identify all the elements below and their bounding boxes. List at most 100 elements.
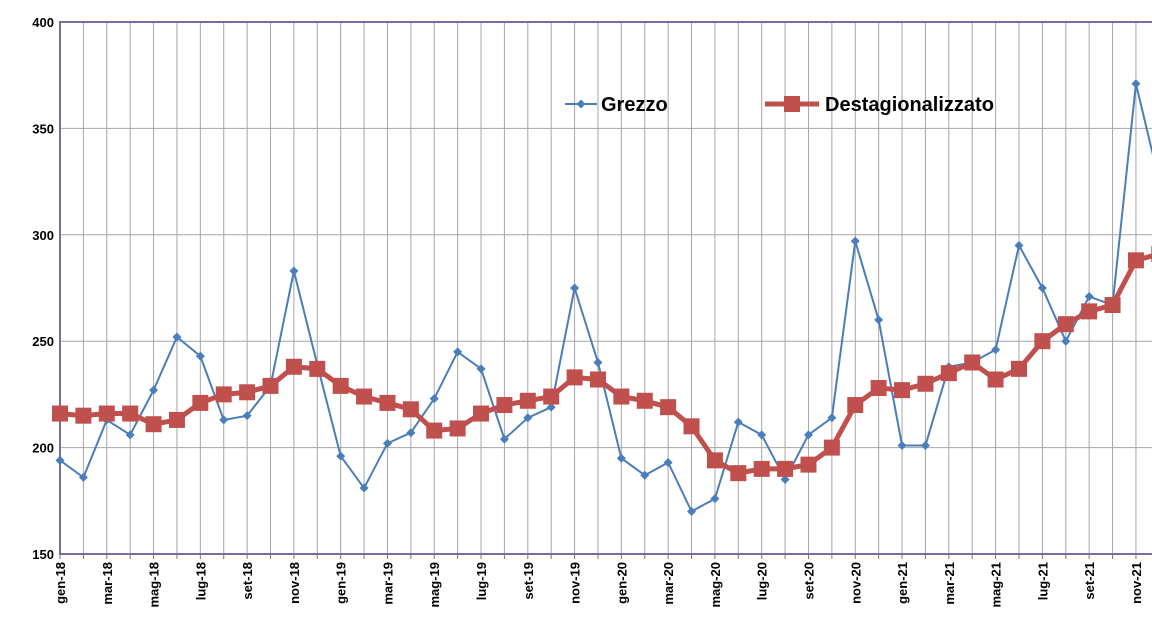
x-tick-label: gen-20 <box>614 562 629 604</box>
marker <box>589 371 606 388</box>
marker <box>496 397 513 414</box>
marker <box>359 483 369 493</box>
marker <box>827 413 837 423</box>
marker <box>499 434 509 444</box>
marker <box>897 440 907 450</box>
x-tick-label: nov-19 <box>568 562 583 604</box>
legend-label: Grezzo <box>601 94 668 116</box>
x-tick-label: mag-21 <box>989 562 1004 608</box>
legend-label: Destagionalizzato <box>825 94 994 116</box>
marker <box>570 283 580 293</box>
marker <box>523 413 533 423</box>
marker <box>192 394 209 411</box>
marker <box>757 430 767 440</box>
y-tick-label: 200 <box>32 441 54 456</box>
x-tick-label: lug-19 <box>474 562 489 600</box>
marker <box>78 472 88 482</box>
marker <box>847 397 864 414</box>
x-tick-label: lug-18 <box>193 562 208 600</box>
x-tick-label: nov-20 <box>848 562 863 604</box>
marker <box>800 456 817 473</box>
marker <box>1131 79 1141 89</box>
marker <box>706 452 723 469</box>
marker <box>850 236 860 246</box>
marker <box>402 401 419 418</box>
y-tick-label: 400 <box>32 15 54 30</box>
x-tick-label: nov-21 <box>1129 562 1144 604</box>
marker <box>149 385 159 395</box>
marker <box>215 386 232 403</box>
marker <box>1037 283 1047 293</box>
marker <box>683 418 700 435</box>
marker <box>660 399 677 416</box>
x-tick-label: mar-18 <box>100 562 115 605</box>
marker <box>52 405 68 422</box>
marker <box>473 405 490 422</box>
x-tick-label: lug-20 <box>755 562 770 600</box>
x-tick-label: mar-19 <box>380 562 395 605</box>
marker <box>543 388 560 405</box>
marker <box>753 460 770 477</box>
marker <box>546 402 556 412</box>
x-tick-label: set-21 <box>1082 562 1097 600</box>
marker <box>1084 292 1094 302</box>
x-tick-label: nov-18 <box>287 562 302 604</box>
marker <box>262 377 279 394</box>
x-tick-label: mar-20 <box>661 562 676 605</box>
marker <box>55 455 65 465</box>
marker <box>309 360 326 377</box>
marker <box>195 351 205 361</box>
marker <box>426 422 443 439</box>
marker <box>1010 360 1027 377</box>
x-tick-label: mag-20 <box>708 562 723 608</box>
legend-marker <box>576 99 586 109</box>
marker <box>75 407 92 424</box>
marker <box>823 439 840 456</box>
marker <box>1081 303 1098 320</box>
x-tick-label: gen-18 <box>53 562 68 604</box>
marker <box>803 430 813 440</box>
x-tick-label: gen-21 <box>895 562 910 604</box>
marker <box>219 415 229 425</box>
marker <box>1014 240 1024 250</box>
marker <box>239 384 256 401</box>
marker <box>336 451 346 461</box>
marker <box>356 388 373 405</box>
marker <box>780 475 790 485</box>
marker <box>777 460 794 477</box>
y-tick-label: 300 <box>32 228 54 243</box>
marker <box>874 315 884 325</box>
marker <box>566 369 583 386</box>
marker <box>687 506 697 516</box>
marker <box>870 380 887 397</box>
marker <box>242 411 252 421</box>
marker <box>733 417 743 427</box>
marker <box>382 438 392 448</box>
x-tick-label: mar-21 <box>942 562 957 605</box>
marker <box>663 457 673 467</box>
y-tick-label: 250 <box>32 334 54 349</box>
marker <box>616 453 626 463</box>
y-tick-label: 150 <box>32 547 54 562</box>
marker <box>636 392 653 409</box>
marker <box>730 465 747 482</box>
marker <box>710 494 720 504</box>
marker <box>1057 316 1074 333</box>
marker <box>964 354 981 371</box>
marker <box>1034 333 1051 350</box>
x-tick-label: set-19 <box>521 562 536 600</box>
x-tick-label: lug-21 <box>1035 562 1050 600</box>
marker <box>1104 297 1121 314</box>
x-tick-label: set-20 <box>801 562 816 600</box>
marker <box>449 420 466 437</box>
y-tick-label: 350 <box>32 121 54 136</box>
marker <box>289 266 299 276</box>
marker <box>145 416 162 433</box>
marker <box>98 405 115 422</box>
marker <box>172 332 182 342</box>
marker <box>125 430 135 440</box>
marker <box>332 377 349 394</box>
marker <box>640 470 650 480</box>
x-tick-label: mag-19 <box>427 562 442 608</box>
